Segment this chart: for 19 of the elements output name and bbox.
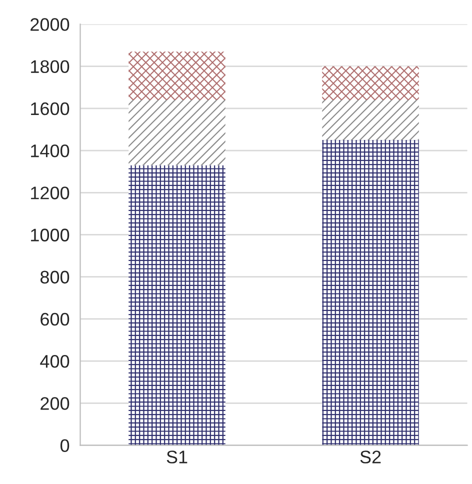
x-tick-label: S2 xyxy=(360,450,381,464)
x-tick-label: S1 xyxy=(166,450,188,464)
y-tick-label: 1400 xyxy=(31,144,70,158)
bar xyxy=(128,100,226,166)
y-tick-label: 0 xyxy=(60,439,70,452)
y-tick-label: 800 xyxy=(40,270,70,284)
bar xyxy=(322,66,419,100)
y-tick-label: 400 xyxy=(40,355,70,368)
y-tick-label: 600 xyxy=(40,312,70,326)
bar xyxy=(322,100,419,140)
y-tick-label: 1600 xyxy=(31,102,70,116)
y-tick-label: 1000 xyxy=(31,228,70,242)
y-tick-label: 1200 xyxy=(31,186,70,200)
y-tick-label: 2000 xyxy=(30,18,70,31)
y-tick-label: 200 xyxy=(40,397,70,410)
bar xyxy=(128,52,226,100)
bar xyxy=(128,165,226,446)
y-tick-label: 1800 xyxy=(31,60,70,74)
bar xyxy=(322,140,419,446)
